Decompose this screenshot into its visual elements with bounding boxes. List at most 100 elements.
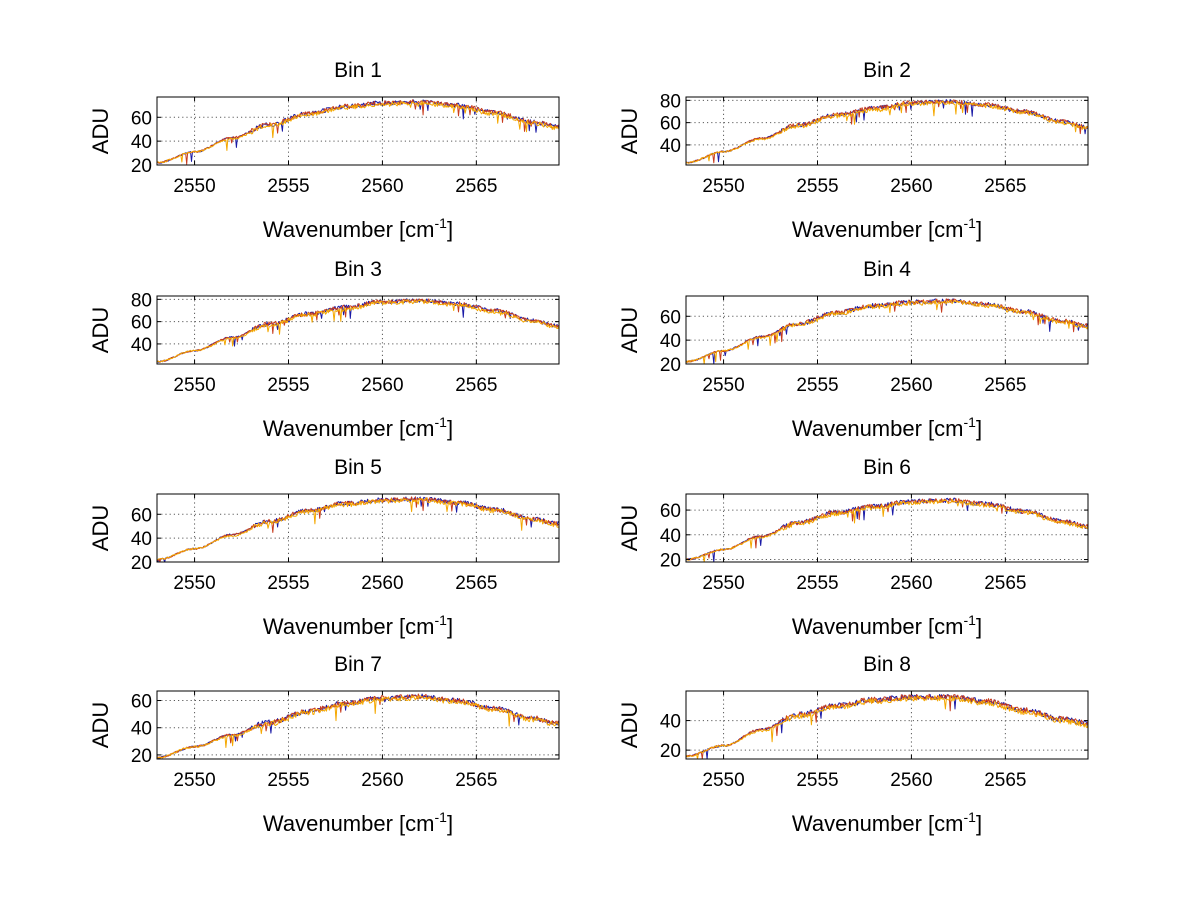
x-axis-label-end: ]: [976, 811, 982, 836]
axes-box: [685, 493, 1089, 563]
x-axis-label-end: ]: [447, 811, 453, 836]
subplot-bin-5: 2550 2555 2560 2565 20 40 60 Bin 5 Wavenumber [c…: [88, 456, 560, 639]
y-axis-label: ADU: [88, 307, 113, 353]
y-axis-label: ADU: [88, 702, 113, 748]
y-tick-label: 40: [660, 712, 681, 733]
x-tick-label: 2560: [361, 770, 403, 791]
x-tick-label: 2560: [890, 573, 932, 594]
x-tick-label: 2555: [796, 770, 838, 791]
axes-box: [685, 295, 1089, 365]
x-axis-label-superscript: -1: [435, 809, 448, 825]
y-tick-label: 80: [131, 290, 152, 311]
y-tick-label: 60: [131, 692, 152, 713]
series-line-spectrum-b: [156, 693, 560, 759]
y-tick-label: 40: [131, 335, 152, 356]
series-line-spectrum-c: [156, 695, 560, 759]
subplot-title: Bin 8: [863, 653, 911, 676]
y-tick-label: 20: [660, 741, 681, 762]
x-axis-label-main: Wavenumber [cm: [792, 416, 964, 441]
y-tick-label: 20: [660, 355, 681, 376]
series-line-spectrum-a: [685, 298, 1089, 365]
series-line-spectrum-c: [156, 100, 560, 163]
x-axis-label-superscript: -1: [435, 414, 448, 430]
x-axis-label-end: ]: [447, 614, 453, 639]
x-axis-label-superscript: -1: [435, 215, 448, 231]
series-line-spectrum-c: [685, 299, 1089, 365]
x-axis-label-main: Wavenumber [cm: [263, 811, 435, 836]
x-axis-label-main: Wavenumber [cm: [263, 614, 435, 639]
x-axis-label-superscript: -1: [435, 612, 448, 628]
x-tick-label: 2560: [890, 375, 932, 396]
x-tick-label: 2550: [173, 375, 215, 396]
axes-box: [156, 295, 560, 365]
y-tick-label: 60: [660, 307, 681, 328]
y-axis-label: ADU: [617, 307, 642, 353]
x-axis-label-main: Wavenumber [cm: [263, 217, 435, 242]
y-axis-label: ADU: [617, 108, 642, 154]
x-tick-label: 2565: [455, 176, 497, 197]
subplot-title: Bin 5: [334, 456, 382, 479]
x-axis-label: Wavenumber [cm-1]: [792, 414, 982, 441]
subplot-title: Bin 2: [863, 59, 911, 82]
y-axis-label: ADU: [617, 702, 642, 748]
y-tick-label: 40: [131, 132, 152, 153]
plot-area: [157, 97, 559, 165]
x-axis-label: Wavenumber [cm-1]: [263, 612, 453, 639]
x-tick-label: 2560: [361, 375, 403, 396]
subplot-title: Bin 3: [334, 258, 382, 281]
x-axis-label: Wavenumber [cm-1]: [263, 414, 453, 441]
x-axis-label: Wavenumber [cm-1]: [792, 809, 982, 836]
x-axis-label-superscript: -1: [964, 809, 977, 825]
subplot-title: Bin 1: [334, 59, 382, 82]
series-line-spectrum-b: [156, 99, 560, 165]
x-tick-label: 2555: [267, 573, 309, 594]
subplot-title: Bin 6: [863, 456, 911, 479]
plot-area: [686, 296, 1088, 364]
series-line-spectrum-c: [685, 100, 1089, 164]
y-axis-label: ADU: [617, 505, 642, 551]
plot-area: [157, 494, 559, 562]
x-tick-label: 2565: [984, 770, 1026, 791]
y-tick-label: 40: [131, 719, 152, 740]
axes-box: [685, 96, 1089, 166]
y-axis-label: ADU: [88, 108, 113, 154]
y-tick-label: 20: [131, 156, 152, 177]
x-axis-label-main: Wavenumber [cm: [792, 614, 964, 639]
axes-box: [156, 690, 560, 760]
x-tick-label: 2560: [890, 770, 932, 791]
x-tick-label: 2555: [796, 375, 838, 396]
series-line-spectrum-c: [156, 299, 560, 363]
y-tick-label: 20: [660, 551, 681, 572]
y-tick-label: 60: [131, 313, 152, 334]
plot-area: [686, 97, 1088, 165]
x-tick-label: 2555: [796, 573, 838, 594]
y-tick-label: 60: [660, 114, 681, 135]
subplot-bin-6: 2550 2555 2560 2565 20 40 60 Bin 6 Wavenumber [c…: [617, 456, 1089, 639]
x-axis-label-main: Wavenumber [cm: [263, 416, 435, 441]
subplot-title: Bin 4: [863, 258, 911, 281]
series-line-spectrum-b: [685, 693, 1089, 760]
y-tick-label: 60: [131, 505, 152, 526]
x-axis-label: Wavenumber [cm-1]: [792, 612, 982, 639]
x-axis-label-superscript: -1: [964, 612, 977, 628]
x-axis-label-end: ]: [976, 614, 982, 639]
x-tick-label: 2555: [267, 770, 309, 791]
x-tick-label: 2565: [455, 770, 497, 791]
y-axis-label: ADU: [88, 505, 113, 551]
plot-area: [686, 691, 1088, 759]
x-tick-label: 2550: [173, 573, 215, 594]
y-tick-label: 40: [660, 136, 681, 157]
y-tick-label: 40: [131, 529, 152, 550]
y-tick-label: 20: [131, 553, 152, 574]
x-axis-label-main: Wavenumber [cm: [792, 217, 964, 242]
subplot-bin-7: 2550 2555 2560 2565 20 40 60 Bin 7 Wavenumber [c…: [88, 653, 560, 836]
y-tick-label: 40: [660, 526, 681, 547]
x-tick-label: 2565: [984, 375, 1026, 396]
plot-area: [157, 296, 559, 364]
x-axis-label-main: Wavenumber [cm: [792, 811, 964, 836]
y-tick-label: 60: [660, 501, 681, 522]
subplot-bin-8: 2550 2555 2560 2565 20 40 Bin 8 Wavenumber [cm-…: [617, 653, 1089, 836]
